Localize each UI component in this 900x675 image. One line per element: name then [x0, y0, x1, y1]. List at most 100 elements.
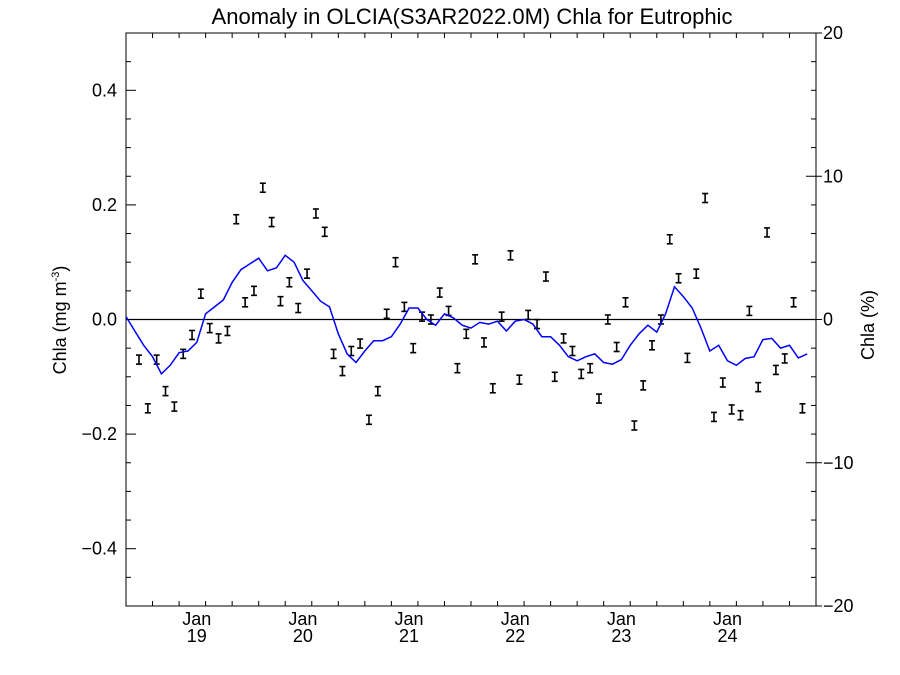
errorbar-point — [790, 297, 797, 308]
errorbar-point — [613, 341, 620, 353]
errorbar-point — [339, 365, 346, 377]
errorbar-point — [710, 411, 717, 423]
errorbar-series — [135, 182, 806, 431]
errorbar-point — [206, 322, 213, 334]
errorbar-point — [737, 409, 744, 421]
errorbar-point — [410, 342, 417, 354]
errorbar-point — [622, 297, 629, 308]
x-tick-year-label: 19 — [187, 626, 207, 646]
errorbar-point — [189, 329, 196, 341]
y-right-tick-label: 10 — [823, 166, 843, 186]
errorbar-point — [728, 404, 735, 415]
errorbar-point — [498, 311, 505, 322]
errorbar-point — [569, 345, 576, 357]
errorbar-point — [649, 339, 656, 351]
errorbar-point — [215, 333, 222, 344]
errorbar-point — [277, 295, 284, 307]
x-tick-year-label: 23 — [611, 626, 631, 646]
errorbar-point — [578, 368, 585, 380]
errorbar-point — [507, 250, 514, 261]
errorbar-point — [330, 348, 337, 360]
y-right-tick-label: 20 — [823, 23, 843, 43]
errorbar-point — [180, 348, 187, 360]
errorbar-point — [666, 233, 673, 245]
x-tick-month-label: Jan — [607, 609, 636, 629]
errorbar-point — [250, 285, 257, 297]
errorbar-point — [772, 364, 779, 376]
y-axis-right: 20 10 0 −10 −20 — [806, 23, 854, 616]
errorbar-point — [224, 325, 231, 337]
errorbar-point — [631, 420, 638, 431]
errorbar-point — [542, 271, 549, 282]
errorbar-point — [746, 305, 753, 317]
y-axis-left-label: Chla (mg m-3) — [50, 266, 70, 375]
y-left-tick-label: 0.0 — [92, 310, 117, 330]
y-right-tick-label: 0 — [823, 310, 833, 330]
errorbar-point — [233, 213, 240, 225]
x-tick-month-label: Jan — [501, 609, 530, 629]
errorbar-point — [693, 268, 700, 279]
errorbar-point — [374, 385, 381, 397]
errorbar-point — [719, 377, 726, 388]
y-axis-left: 0.4 0.2 0.0 −0.2 −0.4 — [81, 61, 136, 578]
errorbar-point — [781, 353, 788, 364]
errorbar-point — [702, 192, 709, 204]
errorbar-point — [365, 414, 372, 426]
errorbar-point — [764, 227, 771, 238]
x-tick-year-label: 21 — [399, 626, 419, 646]
errorbar-point — [516, 374, 523, 385]
errorbar-point — [463, 328, 470, 340]
errorbar-point — [684, 352, 691, 364]
smoothed-anomaly-line — [125, 254, 808, 376]
errorbar-point — [286, 276, 293, 288]
errorbar-point — [268, 216, 275, 228]
errorbar-point — [454, 362, 461, 374]
errorbar-point — [489, 382, 496, 394]
errorbar-point — [436, 287, 443, 298]
errorbar-point — [392, 256, 399, 268]
errorbar-point — [242, 297, 249, 308]
errorbar-point — [587, 362, 594, 374]
errorbar-point — [304, 268, 311, 279]
errorbar-point — [551, 371, 558, 383]
errorbar-point — [357, 338, 364, 349]
x-tick-month-label: Jan — [713, 609, 742, 629]
errorbar-point — [312, 208, 319, 219]
errorbar-point — [321, 226, 328, 238]
x-tick-year-label: 20 — [293, 626, 313, 646]
errorbar-point — [383, 308, 390, 320]
errorbar-point — [675, 272, 682, 284]
y-left-tick-label: 0.2 — [92, 195, 117, 215]
errorbar-point — [197, 288, 204, 300]
y-right-tick-label: −20 — [823, 596, 854, 616]
errorbar-point — [604, 314, 611, 325]
y-left-tick-label: −0.2 — [81, 424, 117, 444]
errorbar-point — [755, 381, 762, 393]
errorbar-point — [162, 385, 169, 397]
y-right-tick-label: −10 — [823, 453, 854, 473]
errorbar-point — [560, 333, 567, 344]
errorbar-point — [595, 393, 602, 404]
errorbar-point — [640, 380, 647, 391]
errorbar-point — [259, 182, 266, 194]
errorbar-point — [135, 354, 142, 365]
x-tick-year-label: 22 — [505, 626, 525, 646]
errorbar-point — [171, 401, 178, 412]
errorbar-point — [295, 302, 302, 314]
x-tick-month-label: Jan — [182, 609, 211, 629]
errorbar-point — [144, 403, 151, 414]
x-tick-month-label: Jan — [395, 609, 424, 629]
x-tick-year-label: 24 — [718, 626, 738, 646]
y-left-tick-label: 0.4 — [92, 80, 117, 100]
y-left-tick-label: −0.4 — [81, 539, 117, 559]
errorbar-point — [534, 318, 541, 330]
errorbar-point — [348, 345, 355, 357]
x-tick-month-label: Jan — [288, 609, 317, 629]
errorbar-point — [472, 254, 479, 265]
errorbar-point — [401, 301, 408, 313]
errorbar-point — [799, 403, 806, 414]
errorbar-point — [525, 309, 532, 321]
chart-title: Anomaly in OLCIA(S3AR2022.0M) Chla for E… — [212, 4, 733, 29]
